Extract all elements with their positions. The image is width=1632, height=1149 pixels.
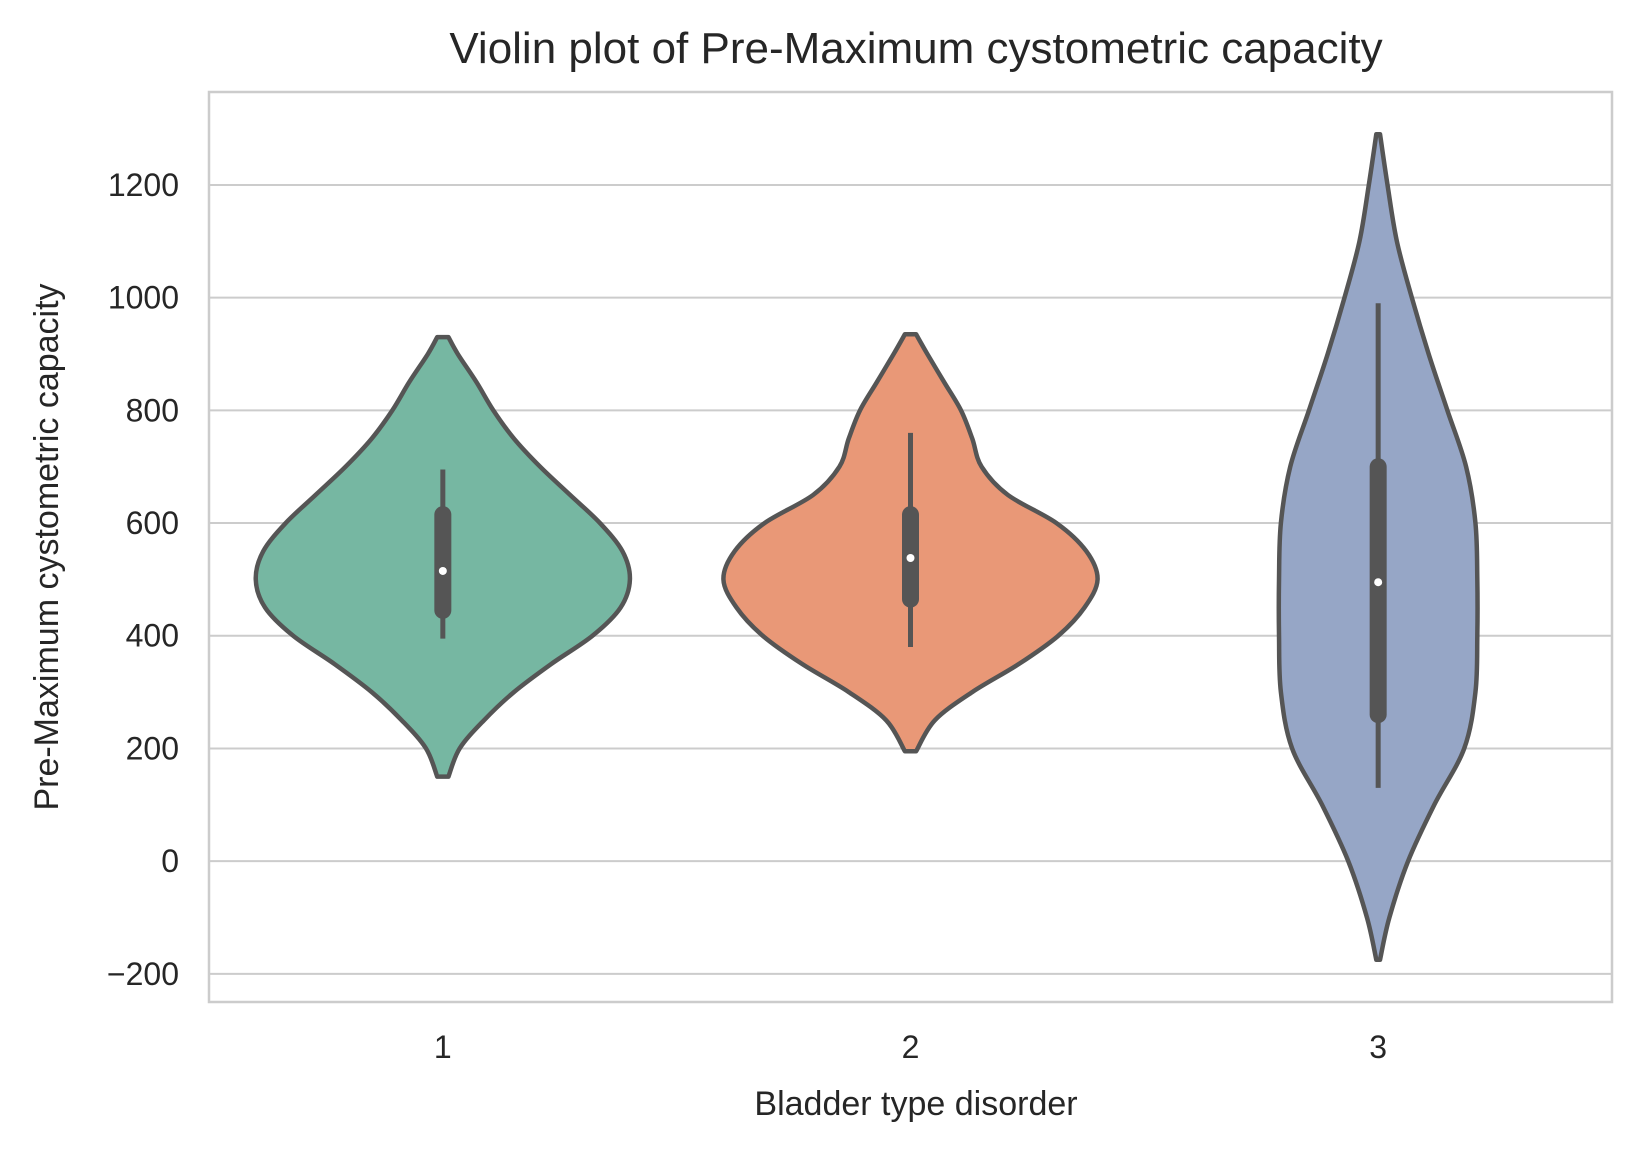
x-axis-label: Bladder type disorder — [754, 1085, 1077, 1123]
y-tick-label: 1200 — [108, 167, 179, 203]
y-tick-label: 400 — [126, 618, 179, 654]
x-tick-label: 3 — [1369, 1029, 1387, 1065]
violin-median-point — [438, 566, 447, 575]
violin-2 — [721, 332, 1100, 754]
y-tick-labels: −200 0 200 400 600 800 1000 1200 — [107, 167, 179, 992]
y-tick-label: 200 — [126, 730, 179, 766]
x-tick-labels: 1 2 3 — [434, 1029, 1387, 1065]
y-tick-label: 0 — [161, 843, 179, 879]
violin-median-point — [1374, 578, 1383, 587]
violin-median-point — [906, 553, 915, 562]
x-tick-label: 2 — [902, 1029, 920, 1065]
chart-title: Violin plot of Pre-Maximum cystometric c… — [449, 24, 1382, 73]
plot-frame — [207, 90, 1614, 1004]
y-axis-label: Pre-Maximum cystometric capacity — [28, 283, 66, 810]
violins — [253, 132, 1480, 962]
x-tick-label: 1 — [434, 1029, 452, 1065]
y-tick-label: 1000 — [108, 280, 179, 316]
violin-3 — [1276, 132, 1480, 962]
y-tick-label: −200 — [107, 956, 179, 992]
y-tick-label: 600 — [126, 505, 179, 541]
violin-1 — [253, 334, 633, 779]
y-tick-label: 800 — [126, 392, 179, 428]
